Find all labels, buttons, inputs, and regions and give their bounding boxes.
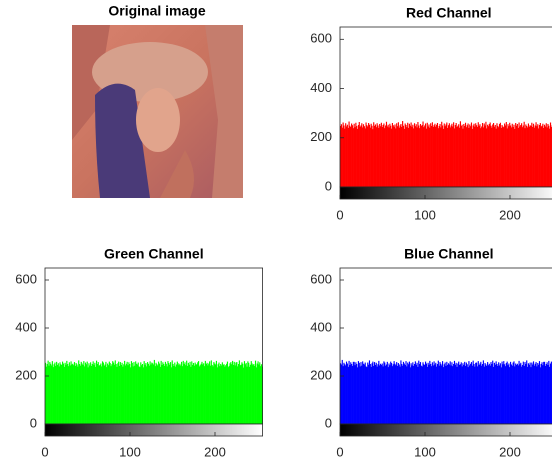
x-tick-label: 0	[336, 207, 343, 222]
x-tick-label: 200	[499, 207, 521, 222]
gray-colorbar	[340, 187, 552, 199]
y-tick-label: 0	[325, 178, 332, 193]
x-tick-label: 200	[204, 444, 226, 459]
y-tick-label: 200	[15, 367, 37, 382]
y-tick-label: 200	[310, 129, 332, 144]
gray-colorbar	[45, 424, 263, 436]
page: {"image": {"title": "Original image"}, "…	[0, 0, 552, 466]
gray-colorbar	[340, 424, 552, 436]
y-tick-label: 400	[310, 80, 332, 95]
y-tick-label: 400	[310, 319, 332, 334]
y-tick-label: 0	[30, 415, 37, 430]
x-tick-label: 0	[41, 444, 48, 459]
y-tick-label: 600	[310, 31, 332, 46]
x-tick-label: 100	[119, 444, 141, 459]
chart-title: Blue Channel	[404, 246, 493, 262]
histogram-panel: 0 200 400 600 0 100 200 Green Channel	[15, 246, 263, 460]
x-tick-label: 100	[414, 207, 436, 222]
x-tick-label: 200	[499, 444, 521, 459]
image-title: Original image	[108, 3, 205, 19]
figure: Original image 0 200 400 600 0 100 200 Red Chan…	[0, 0, 552, 466]
histogram-panel: 0 200 400 600 0 100 200 Blue Channel	[310, 246, 552, 460]
chart-title: Red Channel	[406, 5, 492, 21]
x-tick-label: 100	[414, 444, 436, 459]
histogram-panel: 0 200 400 600 0 100 200 Red Channel	[310, 5, 552, 223]
chart-title: Green Channel	[104, 246, 204, 262]
x-tick-label: 0	[336, 444, 343, 459]
y-tick-label: 0	[325, 415, 332, 430]
y-tick-label: 600	[15, 271, 37, 286]
y-tick-label: 400	[15, 319, 37, 334]
y-tick-label: 600	[310, 271, 332, 286]
y-tick-label: 200	[310, 367, 332, 382]
original-image	[72, 25, 243, 198]
